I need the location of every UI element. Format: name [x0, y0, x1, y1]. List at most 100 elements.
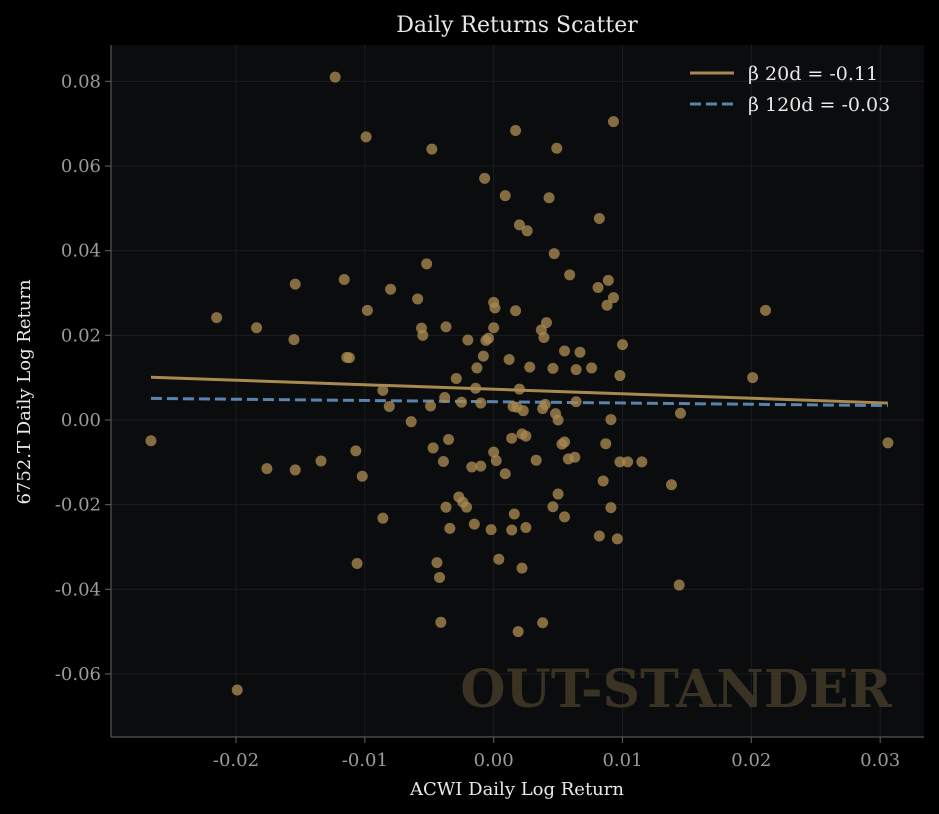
scatter-point — [417, 329, 429, 341]
scatter-point — [329, 71, 341, 83]
scatter-point — [570, 364, 582, 376]
legend: β 20d = -0.11 β 120d = -0.03 — [690, 63, 890, 116]
scatter-point — [471, 362, 483, 374]
scatter-point — [288, 334, 300, 346]
scatter-point — [614, 370, 626, 382]
grid — [111, 45, 924, 737]
scatter-point — [600, 438, 612, 450]
scatter-point — [592, 282, 604, 294]
x-axis-label: ACWI Daily Log Return — [409, 779, 624, 800]
scatter-point — [377, 384, 389, 396]
scatter-point — [614, 456, 626, 468]
scatter-point — [516, 562, 528, 574]
x-tick-label: 0.03 — [860, 750, 900, 771]
scatter-point — [338, 273, 350, 285]
scatter-point — [499, 190, 511, 202]
scatter-point — [499, 468, 511, 480]
scatter-point — [440, 321, 452, 333]
scatter-point — [665, 479, 677, 491]
scatter-point — [444, 522, 456, 534]
scatter-point — [611, 533, 623, 545]
scatter-point — [547, 501, 559, 513]
scatter-point — [574, 346, 586, 358]
scatter-point — [520, 430, 532, 442]
scatter-point — [145, 435, 157, 447]
scatter-point — [537, 617, 549, 629]
scatter-point — [493, 553, 505, 565]
scatter-point — [439, 392, 451, 404]
scatter-point — [548, 248, 560, 260]
scatter-point — [508, 508, 520, 520]
scatter-point — [251, 322, 263, 334]
y-tick-label: -0.06 — [55, 664, 101, 685]
scatter-point — [477, 350, 489, 362]
scatter-point — [622, 456, 634, 468]
scatter-point — [547, 362, 559, 374]
scatter-point — [383, 400, 395, 412]
scatter-point — [211, 312, 223, 324]
scatter-point — [559, 345, 571, 357]
scatter-point — [673, 579, 685, 591]
scatter-point — [552, 414, 564, 426]
scatter-point — [512, 626, 524, 638]
scatter-point — [470, 382, 482, 394]
scatter-point — [607, 116, 619, 128]
x-tick-label: 0.02 — [731, 750, 771, 771]
scatter-point — [503, 353, 515, 365]
scatter-point — [617, 339, 629, 351]
y-axis-label: 6752.T Daily Log Return — [14, 279, 35, 504]
scatter-point — [760, 304, 772, 316]
chart-title: Daily Returns Scatter — [396, 13, 638, 38]
scatter-point — [440, 501, 452, 513]
scatter-point — [377, 512, 389, 524]
scatter-point — [510, 305, 522, 317]
scatter-point — [593, 213, 605, 225]
scatter-point — [479, 172, 491, 184]
scatter-point — [350, 445, 362, 457]
scatter-point — [674, 407, 686, 419]
scatter-point — [543, 192, 555, 204]
scatter-point — [882, 437, 894, 449]
scatter-point — [343, 352, 355, 364]
scatter-point — [356, 470, 368, 482]
scatter-point — [462, 334, 474, 346]
scatter-point — [513, 219, 525, 231]
scatter-point — [351, 557, 363, 569]
scatter-point — [605, 414, 617, 426]
scatter-point — [559, 511, 571, 523]
scatter-point — [289, 464, 301, 476]
scatter-point — [490, 455, 502, 467]
scatter-point — [360, 131, 372, 143]
y-tick-label: 0.08 — [61, 71, 101, 92]
scatter-point — [510, 124, 522, 136]
scatter-point — [530, 454, 542, 466]
scatter-point — [551, 142, 563, 154]
scatter-point — [435, 616, 447, 628]
scatter-point — [461, 501, 473, 513]
scatter-point — [506, 432, 518, 444]
scatter-point — [443, 433, 455, 445]
axes — [110, 45, 924, 738]
beta-120d-line — [150, 396, 888, 408]
scatter-point — [559, 436, 571, 448]
scatter-point — [437, 455, 449, 467]
scatter-point — [426, 143, 438, 155]
scatter-point — [506, 524, 518, 536]
scatter-point — [570, 396, 582, 408]
scatter-point — [569, 451, 581, 463]
x-tick-label: 0.01 — [602, 750, 642, 771]
scatter-points — [145, 71, 894, 696]
scatter-point — [289, 278, 301, 290]
scatter-point — [597, 475, 609, 487]
scatter-point — [468, 518, 480, 530]
scatter-point — [450, 373, 462, 385]
scatter-point — [539, 398, 551, 410]
scatter-point — [521, 225, 533, 237]
scatter-point — [601, 299, 613, 311]
scatter-point — [455, 396, 467, 408]
x-tick-label: 0.00 — [474, 750, 514, 771]
scatter-point — [361, 304, 373, 316]
y-tick-label: 0.06 — [61, 156, 101, 177]
scatter-point — [466, 461, 478, 473]
